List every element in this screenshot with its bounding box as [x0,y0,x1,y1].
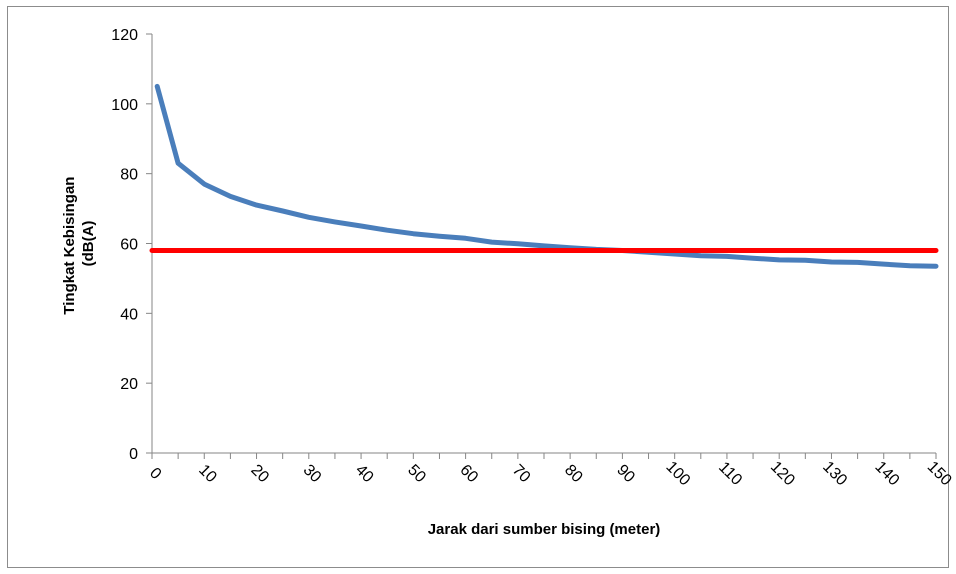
x-tick-label: 30 [300,462,325,487]
x-tick-label: 50 [404,462,429,487]
x-ticks: 0 10 20 30 40 50 60 70 80 90 100 110 120 130 140 150 [146,453,955,489]
x-tick-label: 40 [352,462,377,487]
series-line-noise-level [154,83,939,269]
x-tick-label: 150 [924,458,955,489]
y-axis-title: Tingkat Kebisingan (dB(A) [61,172,97,314]
x-tick-label: 10 [195,462,220,487]
y-tick-label: 40 [120,306,138,323]
x-tick-label: 90 [613,462,638,487]
x-tick-label: 0 [146,465,164,483]
x-tick-label: 120 [767,458,798,489]
chart-frame [7,6,949,568]
x-tick-label: 110 [715,459,745,489]
x-tick-label: 20 [247,462,272,487]
y-tick-label: 120 [111,27,138,44]
y-tick-label: 0 [129,446,138,463]
y-tick-label: 20 [120,376,138,393]
x-tick-label: 80 [561,462,586,487]
y-axis-title-line-2: (dB(A) [80,221,97,267]
x-tick-label: 140 [871,458,902,489]
x-tick-label: 100 [662,458,693,489]
y-axis-title-line-1: Tingkat Kebisingan [61,177,78,315]
x-tick-label: 70 [509,462,534,487]
series-layer [149,83,939,269]
y-tick-label: 80 [120,167,138,184]
y-tick-label: 60 [120,237,138,254]
y-ticks: 0 20 40 60 80 100 120 [111,27,152,463]
y-tick-label: 100 [111,97,138,114]
x-axis-title: Jarak dari sumber bising (meter) [428,521,661,538]
x-tick-label: 60 [456,462,481,487]
x-tick-label: 130 [819,458,850,489]
